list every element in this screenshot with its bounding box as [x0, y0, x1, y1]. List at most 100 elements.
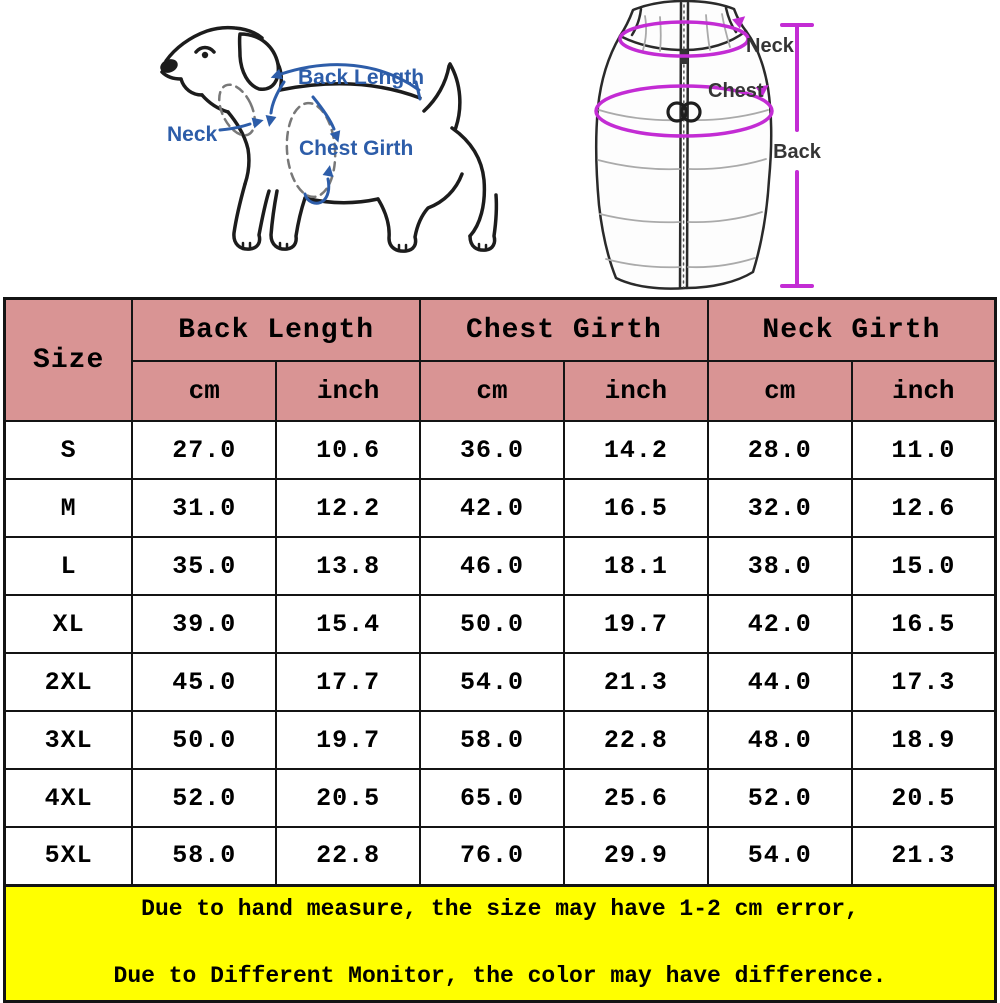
- back-length-end-tick: [414, 80, 422, 101]
- vest-chest-arrowhead: [755, 84, 769, 97]
- value-cell: 32.0: [706, 478, 853, 538]
- size-table: Size Back Length Chest Girth Neck Girth …: [3, 297, 997, 887]
- value-cell: 39.0: [131, 594, 278, 654]
- dog-rump: [450, 126, 487, 238]
- value-cell: 19.7: [275, 710, 422, 770]
- back-length-column-header: Back Length: [131, 297, 422, 362]
- value-cell: 15.4: [275, 594, 422, 654]
- value-cell: 14.2: [562, 420, 709, 480]
- value-cell: 11.0: [850, 420, 997, 480]
- unit-header-inch: inch: [562, 360, 709, 422]
- value-cell: 46.0: [419, 536, 565, 596]
- notice-line-1: Due to hand measure, the size may have 1…: [141, 895, 859, 922]
- dog-front-leg: [232, 182, 271, 251]
- value-cell: 50.0: [131, 710, 278, 770]
- back-length-label: Back Length: [298, 66, 424, 89]
- vest-back-label: Back: [773, 141, 822, 163]
- vest-chest-label: Chest: [708, 80, 764, 102]
- diagrams-canvas: Back Length Neck Chest Girth: [160, 0, 822, 290]
- notice-line-2: Due to Different Monitor, the color may …: [113, 962, 887, 989]
- neck-label-arrowhead: [251, 117, 264, 129]
- value-cell: 12.2: [275, 478, 422, 538]
- neck-down-arrowhead: [265, 115, 277, 127]
- size-cell: S: [3, 420, 134, 480]
- vest-neck-label: Neck: [746, 35, 795, 57]
- value-cell: 17.7: [275, 652, 422, 712]
- arrow-to-chest: [311, 95, 336, 131]
- value-cell: 54.0: [706, 826, 853, 886]
- back-length-curve: [279, 63, 421, 92]
- dog-nose: [160, 59, 178, 73]
- dog-illustration: [160, 25, 499, 253]
- value-cell: 21.3: [850, 826, 997, 886]
- table-units-row: cm inch cm inch cm inch: [5, 360, 997, 422]
- size-table-body: S 27.0 10.6 36.0 14.2 28.0 11.0 M 31.0 12.2 42.0 16…: [3, 420, 997, 886]
- vest-d-ring: [666, 101, 702, 123]
- arrow-to-neck: [269, 80, 286, 115]
- dog-eye-lid: [194, 45, 216, 54]
- table-row: 2XL 45.0 17.7 54.0 21.3 44.0 17.3: [3, 652, 997, 712]
- value-cell: 54.0: [419, 652, 565, 712]
- size-cell: XL: [3, 594, 134, 654]
- value-cell: 17.3: [850, 652, 997, 712]
- value-cell: 52.0: [131, 768, 278, 828]
- value-cell: 45.0: [131, 652, 278, 712]
- value-cell: 22.8: [275, 826, 422, 886]
- dog-head-outline: [164, 25, 264, 63]
- value-cell: 12.6: [850, 478, 997, 538]
- dog-toe-lines: [241, 241, 289, 251]
- chest-girth-label: Chest Girth: [299, 137, 413, 160]
- value-cell: 36.0: [419, 420, 565, 480]
- value-cell: 42.0: [419, 478, 565, 538]
- vest-annotations: Neck Chest Back: [594, 16, 822, 288]
- chest-up-arrow: [303, 177, 331, 205]
- value-cell: 42.0: [706, 594, 853, 654]
- value-cell: 31.0: [131, 478, 278, 538]
- value-cell: 50.0: [419, 594, 565, 654]
- dog-hind-leg: [376, 172, 464, 253]
- dog-back: [278, 82, 422, 100]
- unit-header-cm: cm: [131, 360, 278, 422]
- dog-tail: [422, 62, 462, 132]
- value-cell: 16.5: [562, 478, 709, 538]
- table-row: 3XL 50.0 19.7 58.0 22.8 48.0 18.9: [3, 710, 997, 770]
- value-cell: 18.9: [850, 710, 997, 770]
- chest-down-arrowhead: [329, 130, 341, 143]
- value-cell: 21.3: [562, 652, 709, 712]
- neck-label-arrow: [218, 122, 252, 132]
- dog-hind-foot: [468, 193, 499, 252]
- measurement-diagrams: Back Length Neck Chest Girth: [0, 0, 1000, 297]
- size-cell: 5XL: [3, 826, 134, 886]
- value-cell: 44.0: [706, 652, 853, 712]
- table-row: 5XL 58.0 22.8 76.0 29.9 54.0 21.3: [3, 826, 997, 886]
- vest-back-dimension-line: [780, 23, 814, 288]
- vest-chest-ellipse: [594, 84, 774, 138]
- dog-jowl: [200, 93, 230, 114]
- value-cell: 20.5: [850, 768, 997, 828]
- size-cell: 4XL: [3, 768, 134, 828]
- notice-banner: Due to hand measure, the size may have 1…: [3, 886, 997, 1003]
- value-cell: 18.1: [562, 536, 709, 596]
- value-cell: 19.7: [562, 594, 709, 654]
- unit-header-cm: cm: [419, 360, 565, 422]
- dog-eye: [201, 51, 209, 59]
- vest-neck-arrowhead: [732, 16, 746, 29]
- table-row: XL 39.0 15.4 50.0 19.7 42.0 16.5: [3, 594, 997, 654]
- value-cell: 28.0: [706, 420, 853, 480]
- dog-neck-front: [226, 110, 251, 186]
- unit-header-cm: cm: [706, 360, 853, 422]
- table-row: S 27.0 10.6 36.0 14.2 28.0 11.0: [3, 420, 997, 480]
- size-cell: 2XL: [3, 652, 134, 712]
- dog-front-leg-2: [269, 189, 307, 251]
- value-cell: 13.8: [275, 536, 422, 596]
- chest-dashed-ellipse: [285, 101, 337, 199]
- value-cell: 52.0: [706, 768, 853, 828]
- chest-up-arrowhead: [322, 165, 334, 177]
- neck-girth-column-header: Neck Girth: [706, 297, 997, 362]
- value-cell: 25.6: [562, 768, 709, 828]
- table-row: 4XL 52.0 20.5 65.0 25.6 52.0 20.5: [3, 768, 997, 828]
- value-cell: 38.0: [706, 536, 853, 596]
- dog-mouth: [160, 70, 183, 81]
- size-cell: M: [3, 478, 134, 538]
